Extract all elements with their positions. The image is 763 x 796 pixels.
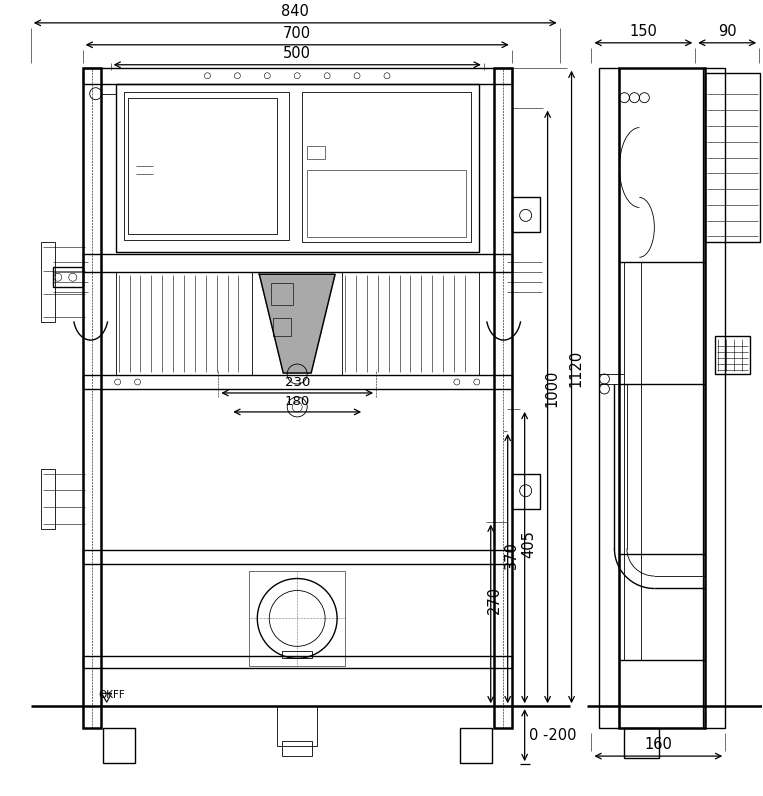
Bar <box>116 272 253 375</box>
Bar <box>282 651 312 658</box>
Bar <box>342 272 478 375</box>
Bar <box>273 318 291 336</box>
Bar <box>82 657 512 669</box>
Bar <box>282 741 312 756</box>
Bar <box>40 469 55 529</box>
Bar <box>40 242 55 322</box>
Text: 160: 160 <box>645 737 672 752</box>
Bar <box>82 68 101 728</box>
Bar <box>624 263 642 661</box>
Bar <box>302 92 471 242</box>
Bar <box>116 84 478 252</box>
Bar <box>512 474 539 509</box>
Bar <box>82 375 512 389</box>
Bar <box>127 98 277 234</box>
Bar <box>600 68 620 728</box>
Bar <box>272 283 293 305</box>
Text: 370: 370 <box>504 540 519 568</box>
Bar <box>53 267 82 287</box>
Bar <box>82 254 512 272</box>
Text: 1000: 1000 <box>544 369 559 407</box>
Bar <box>512 197 539 232</box>
Text: 1120: 1120 <box>568 349 583 387</box>
Text: 230: 230 <box>285 376 310 389</box>
Bar <box>82 68 512 84</box>
Text: 270: 270 <box>488 586 502 614</box>
Bar <box>620 68 705 728</box>
Bar <box>460 728 491 763</box>
Bar <box>307 170 465 237</box>
Text: 840: 840 <box>282 4 309 19</box>
Bar <box>82 549 512 564</box>
Polygon shape <box>259 275 335 373</box>
Bar <box>624 728 659 758</box>
Bar <box>703 68 725 728</box>
Bar <box>277 706 317 746</box>
Bar <box>705 72 760 242</box>
Bar <box>250 571 345 666</box>
Bar <box>715 336 750 374</box>
Bar <box>103 728 134 763</box>
Text: 90: 90 <box>718 24 736 39</box>
Text: 180: 180 <box>285 395 310 408</box>
Text: 0 -200: 0 -200 <box>529 728 576 743</box>
Text: 150: 150 <box>629 24 657 39</box>
Bar <box>124 92 289 240</box>
Bar <box>494 68 512 728</box>
Bar <box>307 146 325 159</box>
Text: 500: 500 <box>283 45 311 60</box>
Text: 405: 405 <box>521 529 536 557</box>
Text: OKFF: OKFF <box>98 690 125 700</box>
Text: 700: 700 <box>283 25 311 41</box>
